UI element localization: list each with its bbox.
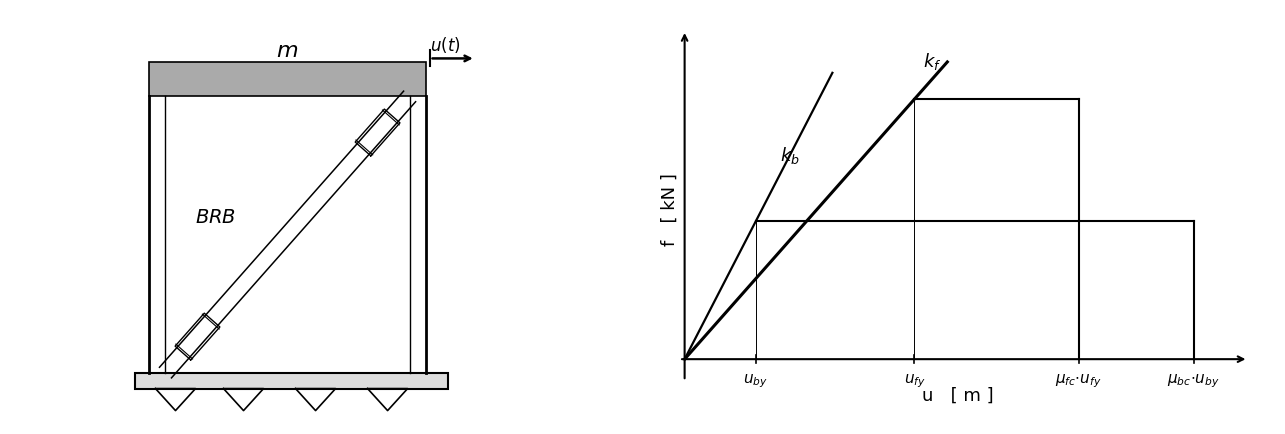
- Text: $k_f$: $k_f$: [923, 51, 941, 72]
- Text: $k_b$: $k_b$: [780, 145, 801, 165]
- Text: u   [ m ]: u [ m ]: [923, 386, 995, 404]
- Text: $u(t)$: $u(t)$: [429, 35, 460, 55]
- Text: $BRB$: $BRB$: [195, 207, 236, 227]
- Text: f   [ kN ]: f [ kN ]: [660, 173, 678, 246]
- Text: $m$: $m$: [276, 41, 298, 61]
- Bar: [149, 63, 425, 97]
- Text: $u_{by}$: $u_{by}$: [743, 372, 768, 389]
- Text: $\mu_{bc}{\cdot}u_{by}$: $\mu_{bc}{\cdot}u_{by}$: [1167, 372, 1219, 389]
- Text: $u_{fy}$: $u_{fy}$: [903, 372, 925, 389]
- Bar: [135, 373, 447, 389]
- Text: $\mu_{fc}{\cdot}u_{fy}$: $\mu_{fc}{\cdot}u_{fy}$: [1055, 372, 1103, 389]
